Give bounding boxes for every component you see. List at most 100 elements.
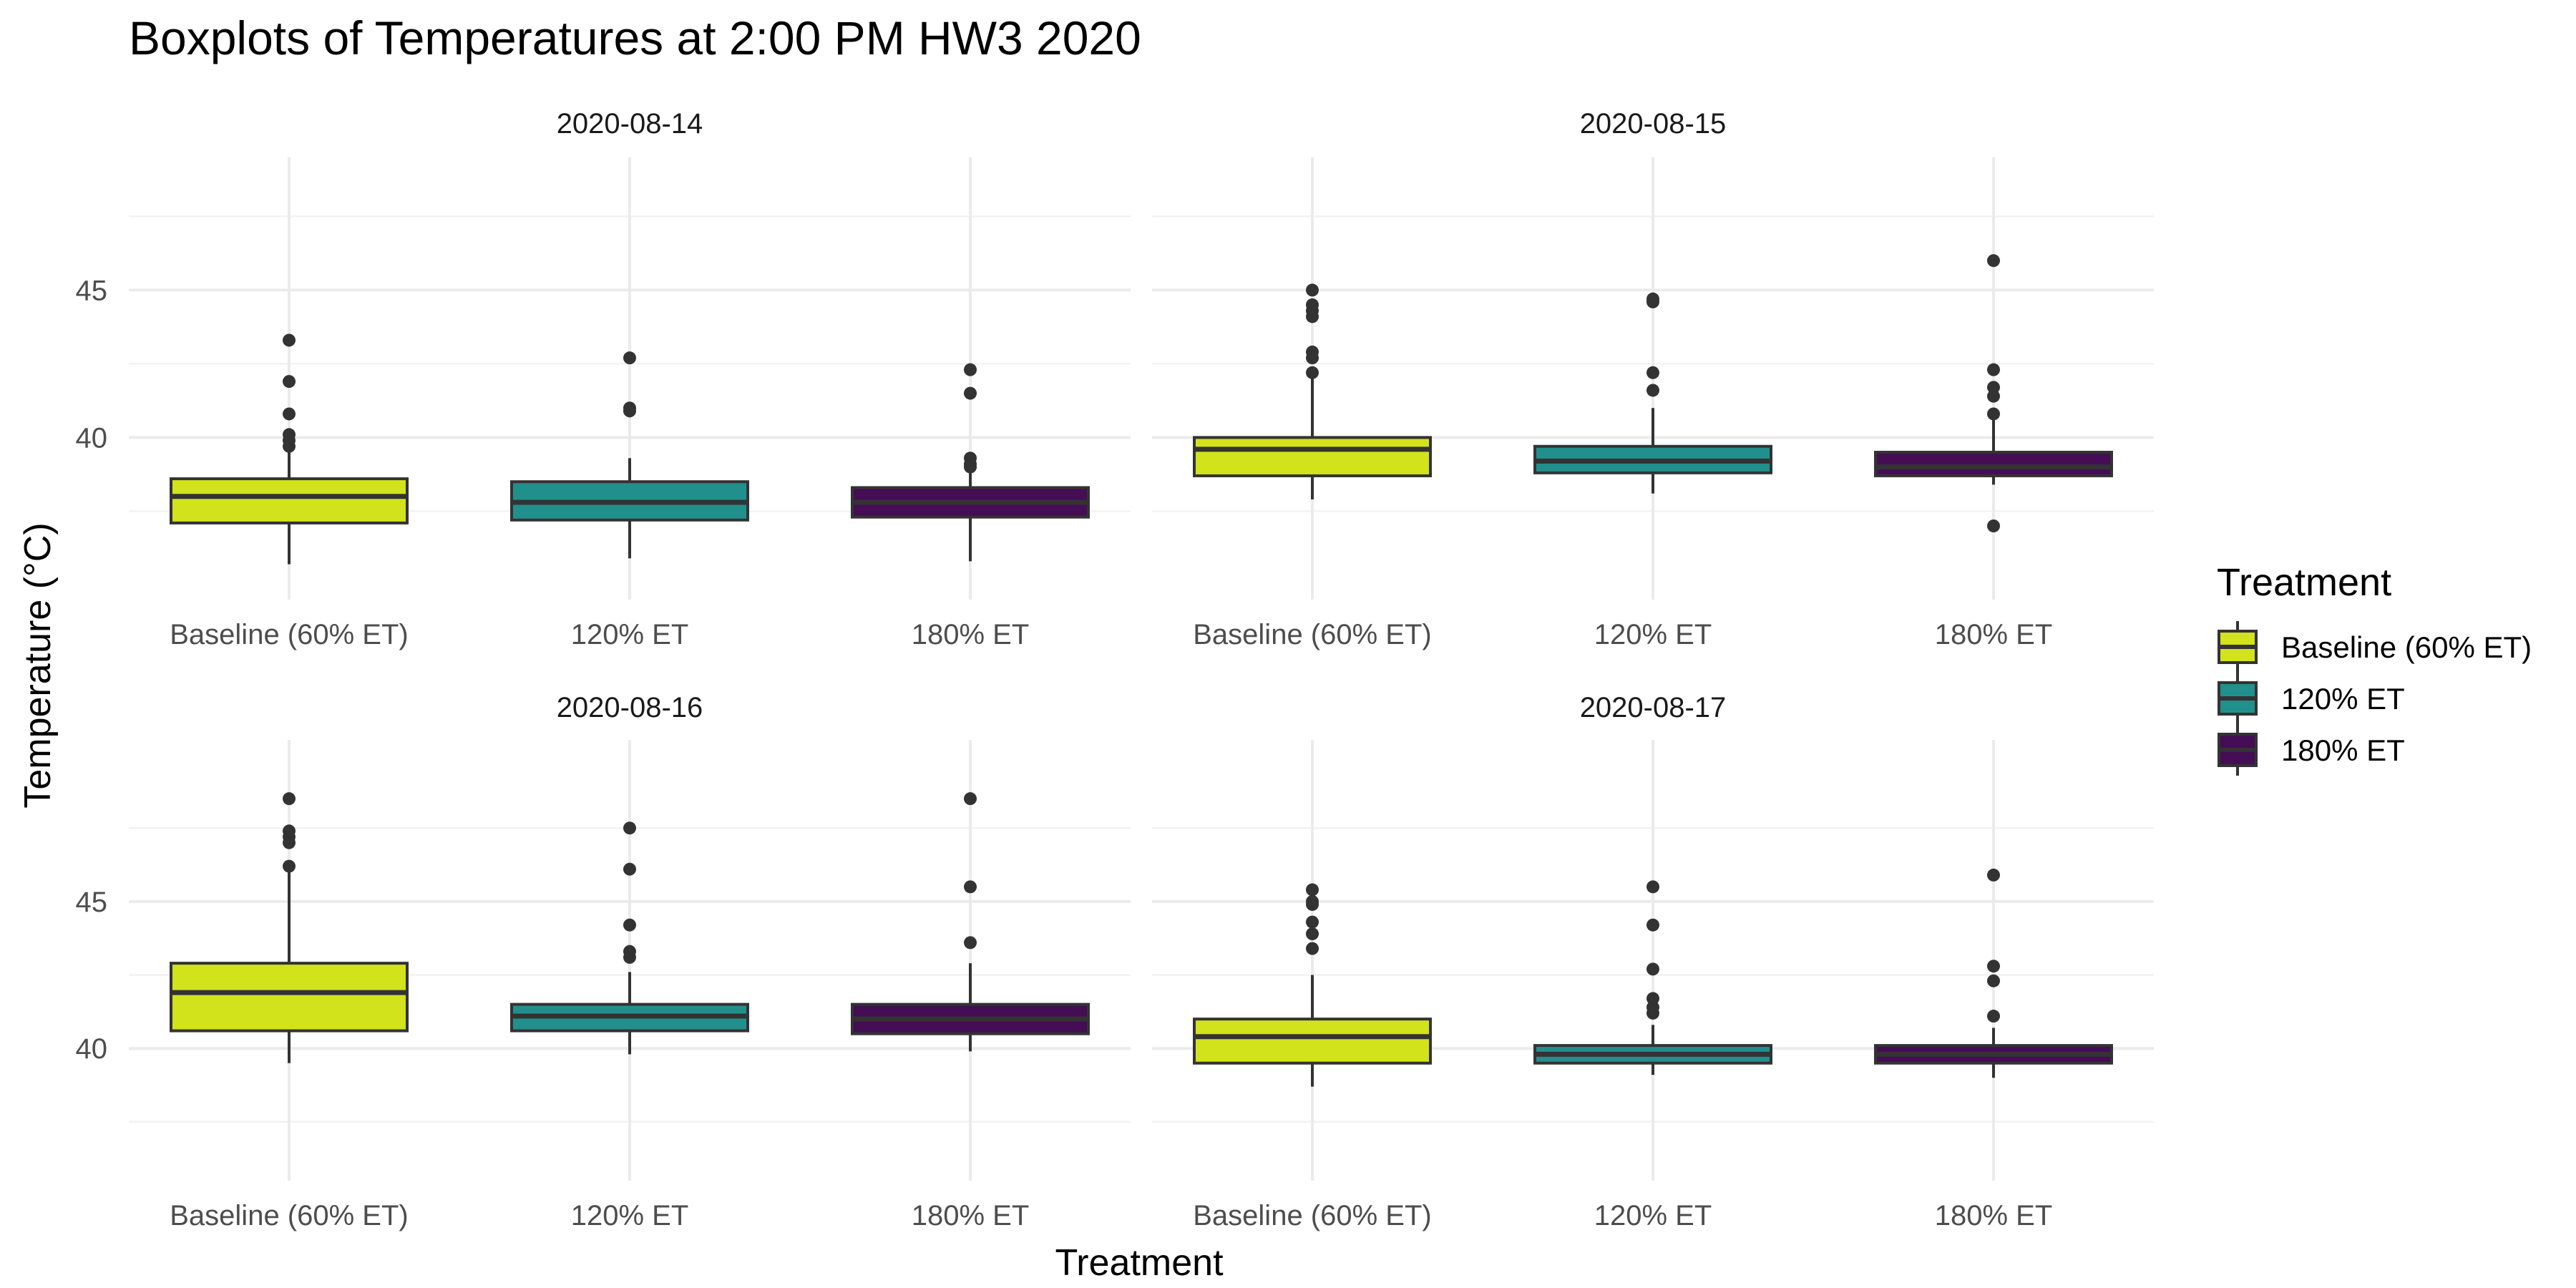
box-120% ET (510, 351, 749, 559)
box-Baseline (60% ET) (1193, 283, 1432, 499)
outlier-point (964, 452, 977, 465)
outlier-point (623, 862, 636, 876)
outlier-point (1306, 298, 1319, 311)
x-tick-label: 180% ET (912, 619, 1030, 650)
box-Baseline (60% ET) (170, 333, 409, 565)
facet-label: 2020-08-15 (1580, 108, 1727, 140)
x-tick-label: Baseline (60% ET) (170, 619, 408, 650)
facet-panel-2020-08-17: 2020-08-17 Baseline (60% ET) 120% ET 180% E… (1152, 692, 2154, 1231)
outlier-point (1646, 366, 1659, 379)
box-iqr (1193, 436, 1432, 477)
outlier-point (1987, 254, 2000, 268)
x-tick-label: 120% ET (571, 1200, 689, 1231)
legend-label: Baseline (60% ET) (2281, 630, 2532, 664)
box-Baseline (60% ET) (1193, 883, 1432, 1087)
outlier-point (1646, 962, 1659, 976)
outlier-point (1987, 1010, 2000, 1023)
outlier-point (1306, 345, 1319, 358)
outlier-point (1646, 292, 1659, 306)
outlier-point (964, 363, 977, 376)
outlier-point (1306, 366, 1319, 379)
x-axis-title: Treatment (1055, 1242, 1224, 1284)
box-iqr (170, 962, 409, 1033)
x-tick-label: 180% ET (1935, 619, 2053, 650)
box-iqr (1874, 451, 2113, 477)
outlier-point (1306, 894, 1319, 908)
x-tick-label: Baseline (60% ET) (170, 1200, 408, 1231)
facet-panel-2020-08-16: 2020-08-16 40 45 Baseline (60% ET) 120% ET 18… (76, 692, 1131, 1231)
box-180% ET (1874, 868, 2113, 1078)
outlier-point (1987, 389, 2000, 403)
outlier-point (1646, 992, 1659, 1005)
y-tick-label: 45 (76, 275, 108, 306)
outlier-point (623, 351, 636, 365)
box-iqr (170, 477, 409, 525)
outlier-point (283, 407, 296, 421)
facet-panel-2020-08-14: 2020-08-14 40 45 Baseline (60% ET) 120% ET 18… (76, 108, 1131, 650)
outlier-point (964, 936, 977, 950)
x-tick-label: 120% ET (1594, 1200, 1712, 1231)
outlier-point (283, 824, 296, 838)
outlier-point (1306, 915, 1319, 929)
x-tick-label: Baseline (60% ET) (1193, 619, 1431, 650)
x-tick-label: Baseline (60% ET) (1193, 1200, 1431, 1231)
box-180% ET (1874, 254, 2113, 532)
x-tick-label: 180% ET (912, 1200, 1030, 1231)
facet-panel-2020-08-15: 2020-08-15 Baseline (60% ET) 120% ET 180% E… (1152, 108, 2154, 650)
outlier-point (623, 821, 636, 835)
x-tick-label: 120% ET (1594, 619, 1712, 650)
facet-label: 2020-08-16 (557, 692, 703, 723)
outlier-point (1306, 942, 1319, 955)
outlier-point (623, 945, 636, 958)
outlier-point (1646, 1000, 1659, 1014)
outlier-point (1987, 974, 2000, 987)
legend-label: 180% ET (2281, 733, 2405, 767)
outlier-point (1306, 283, 1319, 297)
box-120% ET (1533, 880, 1772, 1075)
box-180% ET (851, 792, 1090, 1052)
facet-label: 2020-08-14 (557, 108, 703, 140)
outlier-point (1987, 519, 2000, 532)
outlier-point (1987, 381, 2000, 394)
y-tick-label: 45 (76, 887, 108, 918)
outlier-point (1987, 960, 2000, 973)
outlier-point (1646, 384, 1659, 397)
box-iqr (1193, 1018, 1432, 1065)
facet-label: 2020-08-17 (1580, 692, 1727, 723)
y-tick-label: 40 (76, 1033, 108, 1065)
legend-entry-Baseline (60% ET): Baseline (60% ET) (2218, 621, 2532, 673)
outlier-point (1646, 918, 1659, 932)
outlier-point (1306, 883, 1319, 897)
x-tick-label: 120% ET (571, 619, 689, 650)
box-120% ET (1533, 292, 1772, 494)
x-tick-label: 180% ET (1935, 1200, 2053, 1231)
outlier-point (1306, 927, 1319, 941)
outlier-point (964, 880, 977, 894)
box-Baseline (60% ET) (170, 792, 409, 1063)
outlier-point (964, 792, 977, 806)
outlier-point (283, 428, 296, 441)
outlier-point (964, 386, 977, 400)
legend-title: Treatment (2217, 561, 2391, 604)
outlier-point (1646, 880, 1659, 894)
y-tick-label: 40 (76, 422, 108, 454)
chart-title: Boxplots of Temperatures at 2:00 PM HW3 … (129, 11, 1141, 64)
outlier-point (283, 333, 296, 347)
outlier-point (623, 918, 636, 932)
box-180% ET (851, 363, 1090, 562)
y-axis-title: Temperature (°C) (17, 522, 59, 808)
outlier-point (1987, 868, 2000, 882)
legend-label: 120% ET (2281, 682, 2405, 716)
outlier-point (283, 375, 296, 389)
outlier-point (1987, 363, 2000, 376)
legend-entry-180% ET: 180% ET (2218, 724, 2405, 776)
outlier-point (283, 859, 296, 873)
outlier-point (623, 401, 636, 415)
outlier-point (1987, 407, 2000, 421)
legend-entry-120% ET: 120% ET (2218, 673, 2405, 724)
legend: Treatment Baseline (60% ET) 120% ET 180% E… (2217, 561, 2532, 776)
box-120% ET (510, 821, 749, 1055)
facet-panels: 2020-08-14 40 45 Baseline (60% ET) 120% ET 18… (76, 108, 2154, 1231)
outlier-point (283, 792, 296, 806)
